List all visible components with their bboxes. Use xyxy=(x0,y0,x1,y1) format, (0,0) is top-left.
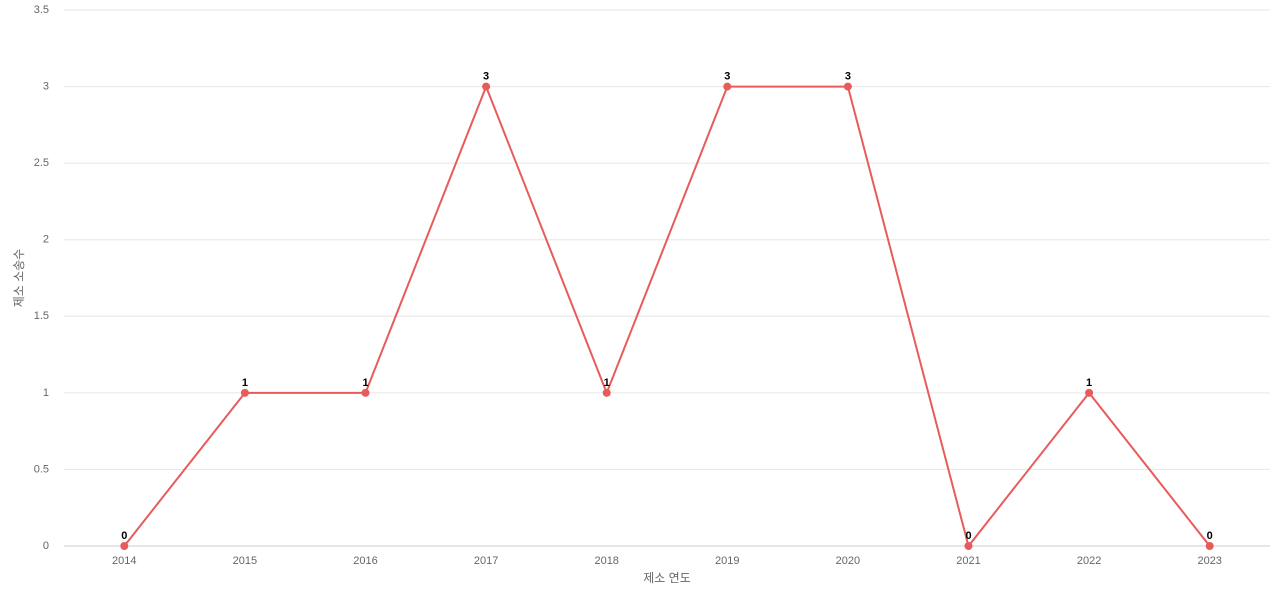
data-point xyxy=(482,82,491,91)
data-label: 1 xyxy=(1086,377,1092,389)
data-label: 3 xyxy=(483,70,489,82)
x-tick-label: 2016 xyxy=(353,555,377,567)
data-label: 1 xyxy=(604,377,610,389)
y-axis-label: 제소 소송수 xyxy=(12,249,26,308)
data-point xyxy=(1205,542,1214,550)
x-tick-label: 2023 xyxy=(1197,555,1221,567)
data-label: 1 xyxy=(362,377,368,389)
y-tick-label: 1.5 xyxy=(34,310,49,322)
data-label: 3 xyxy=(724,70,730,82)
y-tick-label: 3 xyxy=(43,80,49,92)
x-tick-label: 2015 xyxy=(233,555,257,567)
data-label: 3 xyxy=(845,70,851,82)
data-label: 1 xyxy=(242,377,248,389)
y-tick-label: 1 xyxy=(43,387,49,399)
y-tick-label: 2.5 xyxy=(34,157,49,169)
data-label: 0 xyxy=(121,530,127,542)
data-point xyxy=(723,82,732,91)
data-label: 0 xyxy=(965,530,971,542)
x-axis-label: 제소 연도 xyxy=(643,571,691,585)
x-tick-label: 2021 xyxy=(956,555,980,567)
x-tick-label: 2018 xyxy=(594,555,618,567)
y-tick-label: 2 xyxy=(43,234,49,246)
data-point xyxy=(240,388,249,397)
data-point xyxy=(602,388,611,397)
y-tick-label: 0.5 xyxy=(34,463,49,475)
data-label: 0 xyxy=(1207,530,1213,542)
x-tick-label: 2017 xyxy=(474,555,498,567)
x-tick-label: 2014 xyxy=(112,555,136,567)
data-point xyxy=(1085,388,1094,397)
data-line xyxy=(123,83,1211,549)
x-tick-label: 2020 xyxy=(836,555,860,567)
x-tick-label: 2022 xyxy=(1077,555,1101,567)
data-point xyxy=(843,82,852,91)
data-point xyxy=(120,542,129,550)
data-point xyxy=(964,542,973,550)
x-tick-label: 2019 xyxy=(715,555,739,567)
y-tick-label: 3.5 xyxy=(34,4,49,16)
y-tick-label: 0 xyxy=(43,540,49,552)
data-point xyxy=(361,388,370,397)
